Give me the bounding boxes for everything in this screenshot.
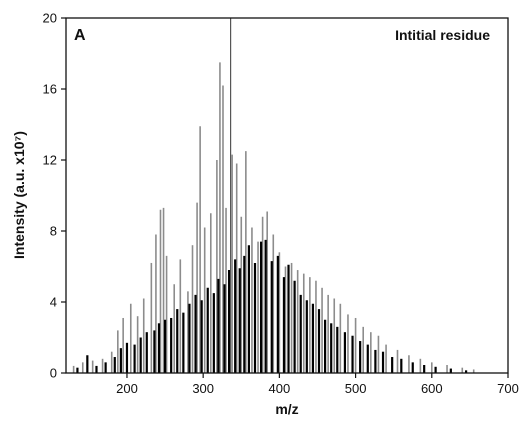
x-tick-label: 500 — [345, 381, 367, 396]
y-axis-title: Intensity (a.u. x10⁷) — [11, 131, 27, 259]
y-tick-label: 16 — [43, 82, 57, 97]
panel-label: A — [74, 27, 86, 44]
light-peaks-group — [72, 62, 475, 373]
x-tick-label: 600 — [421, 381, 443, 396]
plot-frame — [65, 17, 509, 374]
x-tick-label: 400 — [269, 381, 291, 396]
y-tick-label: 8 — [50, 224, 57, 239]
y-axis: 0 4 8 12 16 20 — [43, 11, 66, 381]
x-tick-label: 700 — [497, 381, 519, 396]
x-axis-title: m/z — [275, 401, 298, 417]
x-tick-label: 300 — [192, 381, 214, 396]
y-tick-label: 4 — [50, 295, 57, 310]
y-tick-label: 0 — [50, 366, 57, 381]
plot-area — [66, 18, 508, 373]
y-tick-label: 20 — [43, 11, 57, 26]
dark-peaks-group — [76, 239, 468, 373]
annotation-label: Intitial residue — [395, 27, 490, 43]
x-tick-label: 200 — [116, 381, 138, 396]
x-axis: 200 300 400 500 600 700 — [116, 373, 519, 396]
y-tick-label: 12 — [43, 153, 57, 168]
